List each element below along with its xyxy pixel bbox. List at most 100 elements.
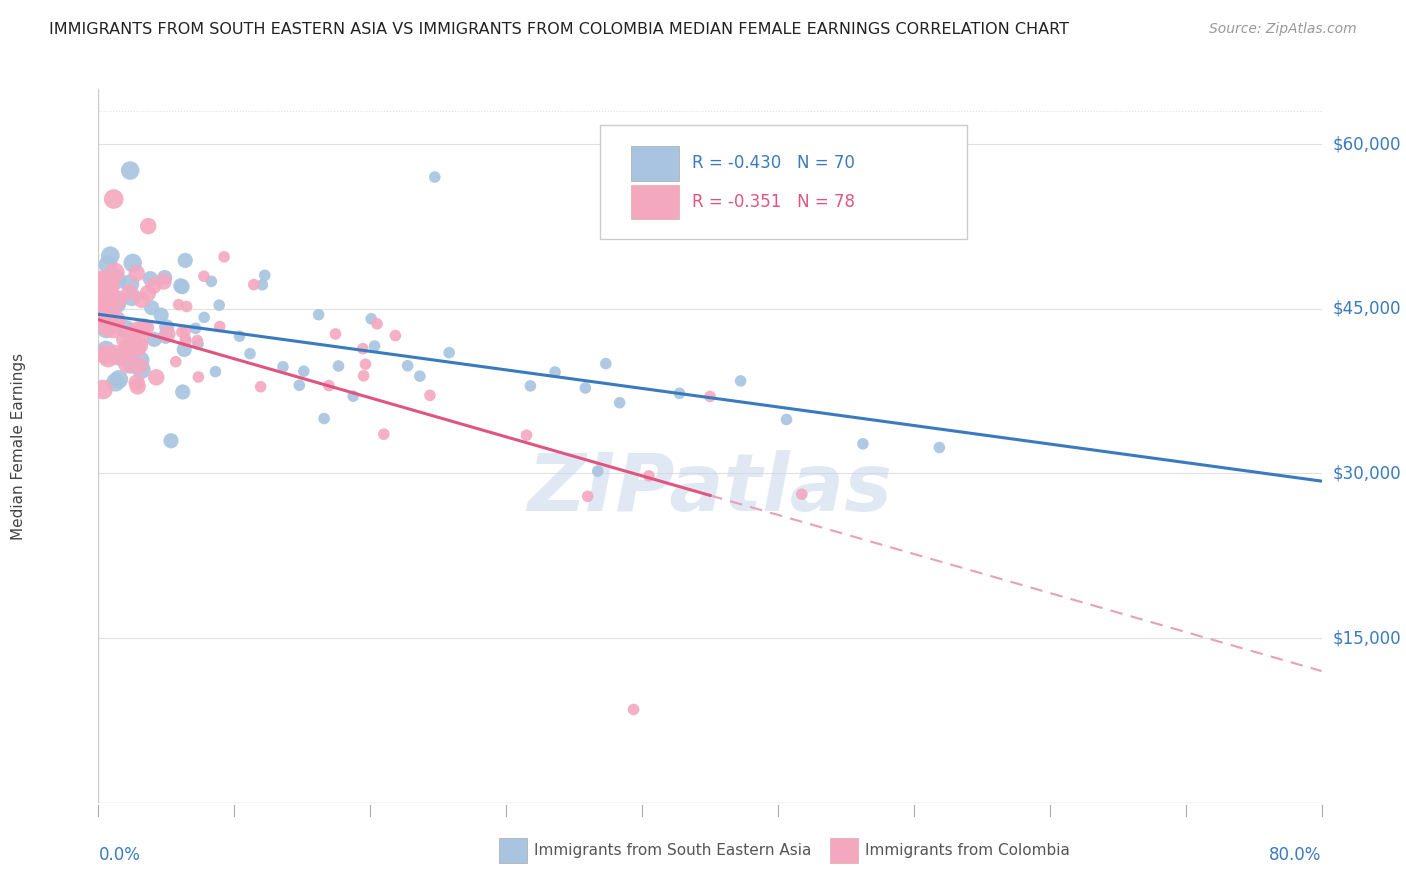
Point: [131, 363, 153, 377]
Point: [91, 308, 114, 322]
Text: Source: ZipAtlas.com: Source: ZipAtlas.com: [1209, 22, 1357, 37]
Point: [228, 329, 250, 343]
Point: [271, 359, 294, 374]
Text: Immigrants from South Eastern Asia: Immigrants from South Eastern Asia: [534, 844, 811, 858]
Point: [437, 345, 460, 359]
Text: Median Female Earnings: Median Female Earnings: [11, 352, 27, 540]
Point: [318, 378, 340, 392]
Text: $30,000: $30,000: [1333, 465, 1402, 483]
Point: [121, 357, 143, 371]
Point: [172, 279, 194, 293]
FancyBboxPatch shape: [600, 125, 967, 239]
Bar: [630, 146, 679, 180]
Point: [91, 274, 114, 288]
Point: [141, 301, 163, 315]
Point: [129, 332, 152, 346]
Point: [125, 376, 148, 390]
Point: [115, 322, 138, 336]
Point: [366, 317, 388, 331]
Point: [94, 347, 117, 361]
Point: [174, 253, 197, 268]
Point: [125, 266, 148, 280]
Point: [516, 428, 538, 442]
Point: [699, 389, 721, 403]
Point: [155, 329, 177, 343]
Point: [352, 342, 374, 356]
Point: [170, 278, 193, 293]
Point: [127, 342, 149, 356]
Point: [187, 370, 209, 384]
Point: [174, 334, 197, 349]
Point: [94, 343, 117, 357]
Point: [94, 316, 117, 330]
Point: [200, 274, 222, 288]
Point: [131, 293, 153, 307]
Bar: [630, 185, 679, 219]
Point: [145, 370, 167, 384]
Point: [129, 353, 152, 368]
Point: [98, 249, 121, 263]
Point: [94, 308, 117, 322]
Point: [852, 437, 875, 451]
Point: [136, 286, 159, 301]
Point: [637, 468, 661, 483]
Point: [384, 328, 406, 343]
Point: [353, 368, 375, 383]
Point: [96, 319, 118, 334]
Point: [97, 351, 120, 365]
Point: [519, 379, 541, 393]
Point: [91, 277, 114, 291]
Point: [117, 357, 139, 371]
Point: [193, 269, 215, 284]
Point: [103, 347, 125, 361]
Text: $15,000: $15,000: [1333, 629, 1402, 647]
Point: [730, 374, 752, 388]
Point: [91, 285, 114, 300]
Point: [128, 359, 150, 373]
Point: [609, 395, 631, 409]
Point: [373, 427, 395, 442]
Point: [249, 379, 271, 393]
Point: [117, 343, 139, 357]
Point: [121, 256, 143, 270]
Point: [252, 277, 274, 292]
Point: [103, 316, 125, 330]
Point: [586, 464, 609, 478]
Point: [105, 273, 128, 287]
Point: [125, 323, 148, 337]
Text: 80.0%: 80.0%: [1270, 846, 1322, 863]
Point: [288, 378, 311, 392]
Point: [363, 339, 385, 353]
Point: [325, 326, 347, 341]
Point: [544, 365, 567, 379]
Point: [132, 319, 155, 334]
Point: [93, 305, 115, 319]
Point: [142, 278, 165, 293]
Point: [152, 275, 174, 289]
Point: [101, 294, 124, 309]
Point: [103, 321, 125, 335]
Point: [292, 364, 315, 378]
Point: [105, 294, 128, 309]
Text: IMMIGRANTS FROM SOUTH EASTERN ASIA VS IMMIGRANTS FROM COLOMBIA MEDIAN FEMALE EAR: IMMIGRANTS FROM SOUTH EASTERN ASIA VS IM…: [49, 22, 1069, 37]
Point: [342, 389, 364, 403]
Point: [396, 359, 419, 373]
Point: [184, 321, 207, 335]
Point: [153, 270, 176, 285]
Point: [108, 372, 131, 386]
Point: [165, 354, 187, 368]
Point: [115, 332, 138, 346]
Point: [97, 294, 120, 309]
Point: [94, 287, 117, 301]
Point: [94, 318, 117, 332]
Point: [118, 285, 141, 299]
Point: [104, 376, 127, 390]
Point: [121, 290, 143, 304]
Point: [574, 381, 596, 395]
Point: [121, 338, 143, 352]
Point: [167, 298, 190, 312]
Point: [623, 702, 645, 716]
Point: [595, 357, 617, 371]
Point: [187, 337, 209, 351]
Point: [91, 300, 114, 314]
